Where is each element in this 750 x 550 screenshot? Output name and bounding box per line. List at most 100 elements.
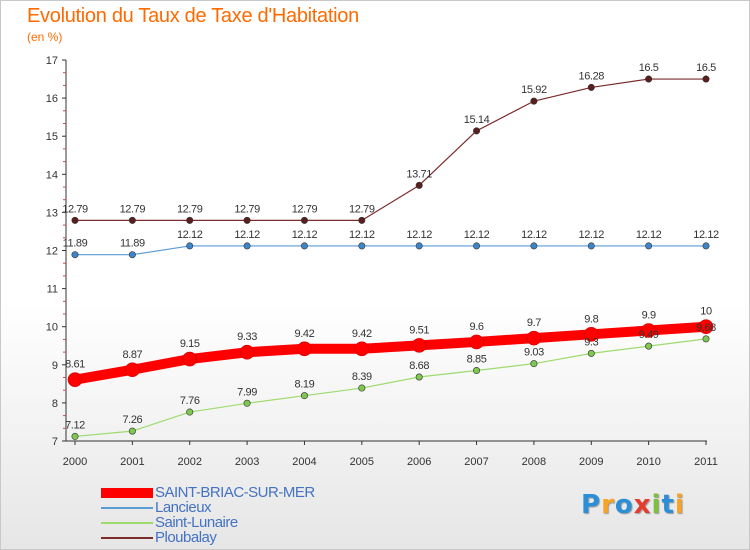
data-label: 12.12 <box>177 229 203 241</box>
logo-letter: i <box>651 490 662 520</box>
y-tick-label: 7 <box>52 436 58 448</box>
data-label: 7.99 <box>237 386 257 398</box>
legend-label: SAINT-BRIAC-SUR-MER <box>155 484 315 501</box>
data-point <box>71 251 79 259</box>
data-label: 7.26 <box>122 414 142 426</box>
data-point <box>698 319 714 335</box>
data-label: 8.19 <box>295 379 315 391</box>
data-point <box>473 242 481 250</box>
data-point <box>125 362 140 378</box>
data-point <box>243 242 251 250</box>
data-label: 9.51 <box>409 324 429 336</box>
data-label: 16.28 <box>579 70 605 82</box>
y-tick-label: 16 <box>46 93 58 105</box>
data-point <box>645 242 653 250</box>
data-point <box>530 360 538 368</box>
data-point <box>358 216 366 224</box>
data-point <box>358 242 366 250</box>
x-tick-label: 2005 <box>350 456 374 468</box>
data-label: 11.89 <box>63 238 88 250</box>
data-point <box>415 373 423 381</box>
data-label: 12.79 <box>177 203 203 215</box>
data-label: 12.79 <box>62 203 88 215</box>
proxiti-logo: Proxiti <box>581 490 685 520</box>
series-line-0 <box>74 321 707 385</box>
data-point <box>297 341 312 357</box>
data-label: 8.39 <box>352 371 372 383</box>
data-point <box>702 75 710 83</box>
x-tick-label: 2008 <box>522 456 546 468</box>
data-label: 9.42 <box>295 328 315 340</box>
data-point <box>128 251 136 259</box>
legend-swatch <box>101 488 153 498</box>
data-point <box>526 330 542 346</box>
logo-letter: o <box>614 490 634 520</box>
logo-letter: t <box>661 490 675 520</box>
data-point <box>243 399 251 407</box>
data-label: 8.61 <box>65 359 85 371</box>
x-tick-label: 2004 <box>292 456 316 468</box>
y-tick-label: 17 <box>46 55 58 67</box>
data-label: 8.68 <box>409 360 429 372</box>
data-label: 15.14 <box>464 114 490 126</box>
data-point <box>71 432 79 440</box>
y-tick-label: 12 <box>46 246 58 258</box>
legend-swatch <box>101 522 153 524</box>
data-point <box>473 127 481 135</box>
data-point <box>182 351 198 367</box>
x-tick-label: 2010 <box>636 456 660 468</box>
data-label: 9.33 <box>237 331 257 343</box>
data-point <box>587 83 595 91</box>
y-tick-label: 9 <box>52 360 58 372</box>
data-point <box>530 242 538 250</box>
data-point <box>702 335 710 343</box>
data-point <box>645 342 653 350</box>
data-label: 8.87 <box>122 349 142 361</box>
data-point <box>300 242 308 250</box>
data-point <box>354 341 370 357</box>
data-label: 9.3 <box>584 336 598 348</box>
data-label: 7.12 <box>65 419 85 431</box>
data-label: 12.12 <box>521 229 547 241</box>
data-point <box>702 242 710 250</box>
legend-swatch <box>101 537 153 539</box>
data-label: 13.71 <box>406 168 432 180</box>
data-point <box>641 323 656 338</box>
data-label: 9.03 <box>524 347 544 359</box>
data-label: 12.79 <box>234 203 260 215</box>
x-tick-label: 2000 <box>63 456 87 468</box>
legend-label: Lancieux <box>155 499 212 516</box>
data-point <box>71 216 79 224</box>
data-label: 9.8 <box>584 313 598 325</box>
data-point <box>128 427 136 435</box>
series-line-2 <box>74 338 707 438</box>
series-line-3 <box>75 78 706 222</box>
data-label: 7.76 <box>180 395 200 407</box>
data-label: 12.79 <box>120 203 146 215</box>
x-tick-label: 2002 <box>177 456 201 468</box>
data-point <box>645 75 653 83</box>
y-tick-label: 10 <box>46 322 58 334</box>
y-tick-label: 14 <box>46 169 58 181</box>
legend-swatch <box>101 507 153 509</box>
y-tick-label: 11 <box>47 284 58 296</box>
data-label: 10 <box>700 306 712 318</box>
data-label: 9.9 <box>642 310 656 322</box>
data-label: 9.49 <box>639 329 659 341</box>
data-point <box>587 349 595 357</box>
x-tick-label: 2011 <box>694 456 718 468</box>
data-label: 12.12 <box>693 229 719 241</box>
data-label: 12.12 <box>464 229 490 241</box>
data-label: 9.68 <box>696 322 716 334</box>
series-line-1 <box>75 245 706 256</box>
data-label: 11.89 <box>120 238 145 250</box>
x-tick-label: 2006 <box>407 456 431 468</box>
y-tick-label: 13 <box>46 207 58 219</box>
data-label: 12.79 <box>292 203 318 215</box>
data-point <box>239 344 255 360</box>
data-label: 12.12 <box>636 229 662 241</box>
y-tick-label: 8 <box>52 398 58 410</box>
x-tick-label: 2007 <box>464 456 488 468</box>
data-label: 9.15 <box>180 338 200 350</box>
